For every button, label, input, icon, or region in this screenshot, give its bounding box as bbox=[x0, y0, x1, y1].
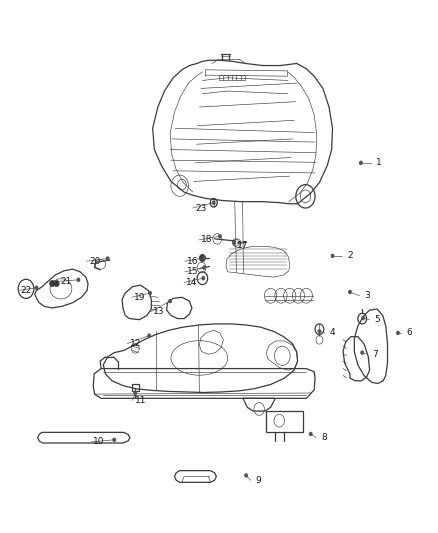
Text: 11: 11 bbox=[134, 396, 146, 405]
Text: 2: 2 bbox=[347, 252, 353, 260]
Text: 13: 13 bbox=[153, 307, 165, 316]
Text: 3: 3 bbox=[364, 291, 370, 300]
Circle shape bbox=[309, 432, 312, 435]
Circle shape bbox=[169, 300, 171, 303]
Circle shape bbox=[113, 438, 116, 441]
Circle shape bbox=[134, 391, 137, 394]
Circle shape bbox=[360, 161, 362, 165]
Text: 16: 16 bbox=[187, 257, 198, 265]
Text: 22: 22 bbox=[21, 286, 32, 295]
Circle shape bbox=[233, 241, 235, 244]
Circle shape bbox=[149, 292, 151, 295]
Circle shape bbox=[148, 334, 150, 337]
Text: 8: 8 bbox=[321, 433, 327, 442]
Text: 6: 6 bbox=[406, 328, 412, 337]
Circle shape bbox=[397, 332, 399, 335]
Text: 4: 4 bbox=[330, 328, 336, 337]
Circle shape bbox=[203, 256, 205, 260]
Circle shape bbox=[203, 266, 205, 269]
Text: 15: 15 bbox=[187, 268, 198, 276]
Circle shape bbox=[54, 280, 59, 287]
Text: 5: 5 bbox=[374, 315, 380, 324]
Circle shape bbox=[202, 277, 205, 280]
Circle shape bbox=[318, 330, 321, 333]
Text: 1: 1 bbox=[375, 158, 381, 167]
Text: 20: 20 bbox=[89, 257, 100, 265]
Circle shape bbox=[49, 280, 55, 287]
Circle shape bbox=[362, 317, 364, 320]
Text: 17: 17 bbox=[237, 241, 249, 250]
Text: 19: 19 bbox=[134, 293, 145, 302]
Text: 10: 10 bbox=[93, 438, 105, 447]
Circle shape bbox=[77, 278, 80, 281]
Circle shape bbox=[106, 257, 109, 260]
Text: 23: 23 bbox=[195, 204, 206, 213]
Circle shape bbox=[199, 254, 205, 262]
Circle shape bbox=[349, 290, 351, 294]
Text: 12: 12 bbox=[130, 339, 141, 348]
Text: 9: 9 bbox=[255, 476, 261, 484]
Circle shape bbox=[212, 201, 215, 204]
Circle shape bbox=[245, 474, 247, 477]
Text: 18: 18 bbox=[201, 236, 212, 245]
Circle shape bbox=[219, 235, 221, 238]
Circle shape bbox=[35, 286, 38, 289]
Circle shape bbox=[331, 254, 334, 257]
Text: 7: 7 bbox=[372, 350, 378, 359]
Text: 21: 21 bbox=[60, 277, 72, 286]
Circle shape bbox=[361, 351, 364, 354]
Text: 14: 14 bbox=[186, 278, 198, 287]
